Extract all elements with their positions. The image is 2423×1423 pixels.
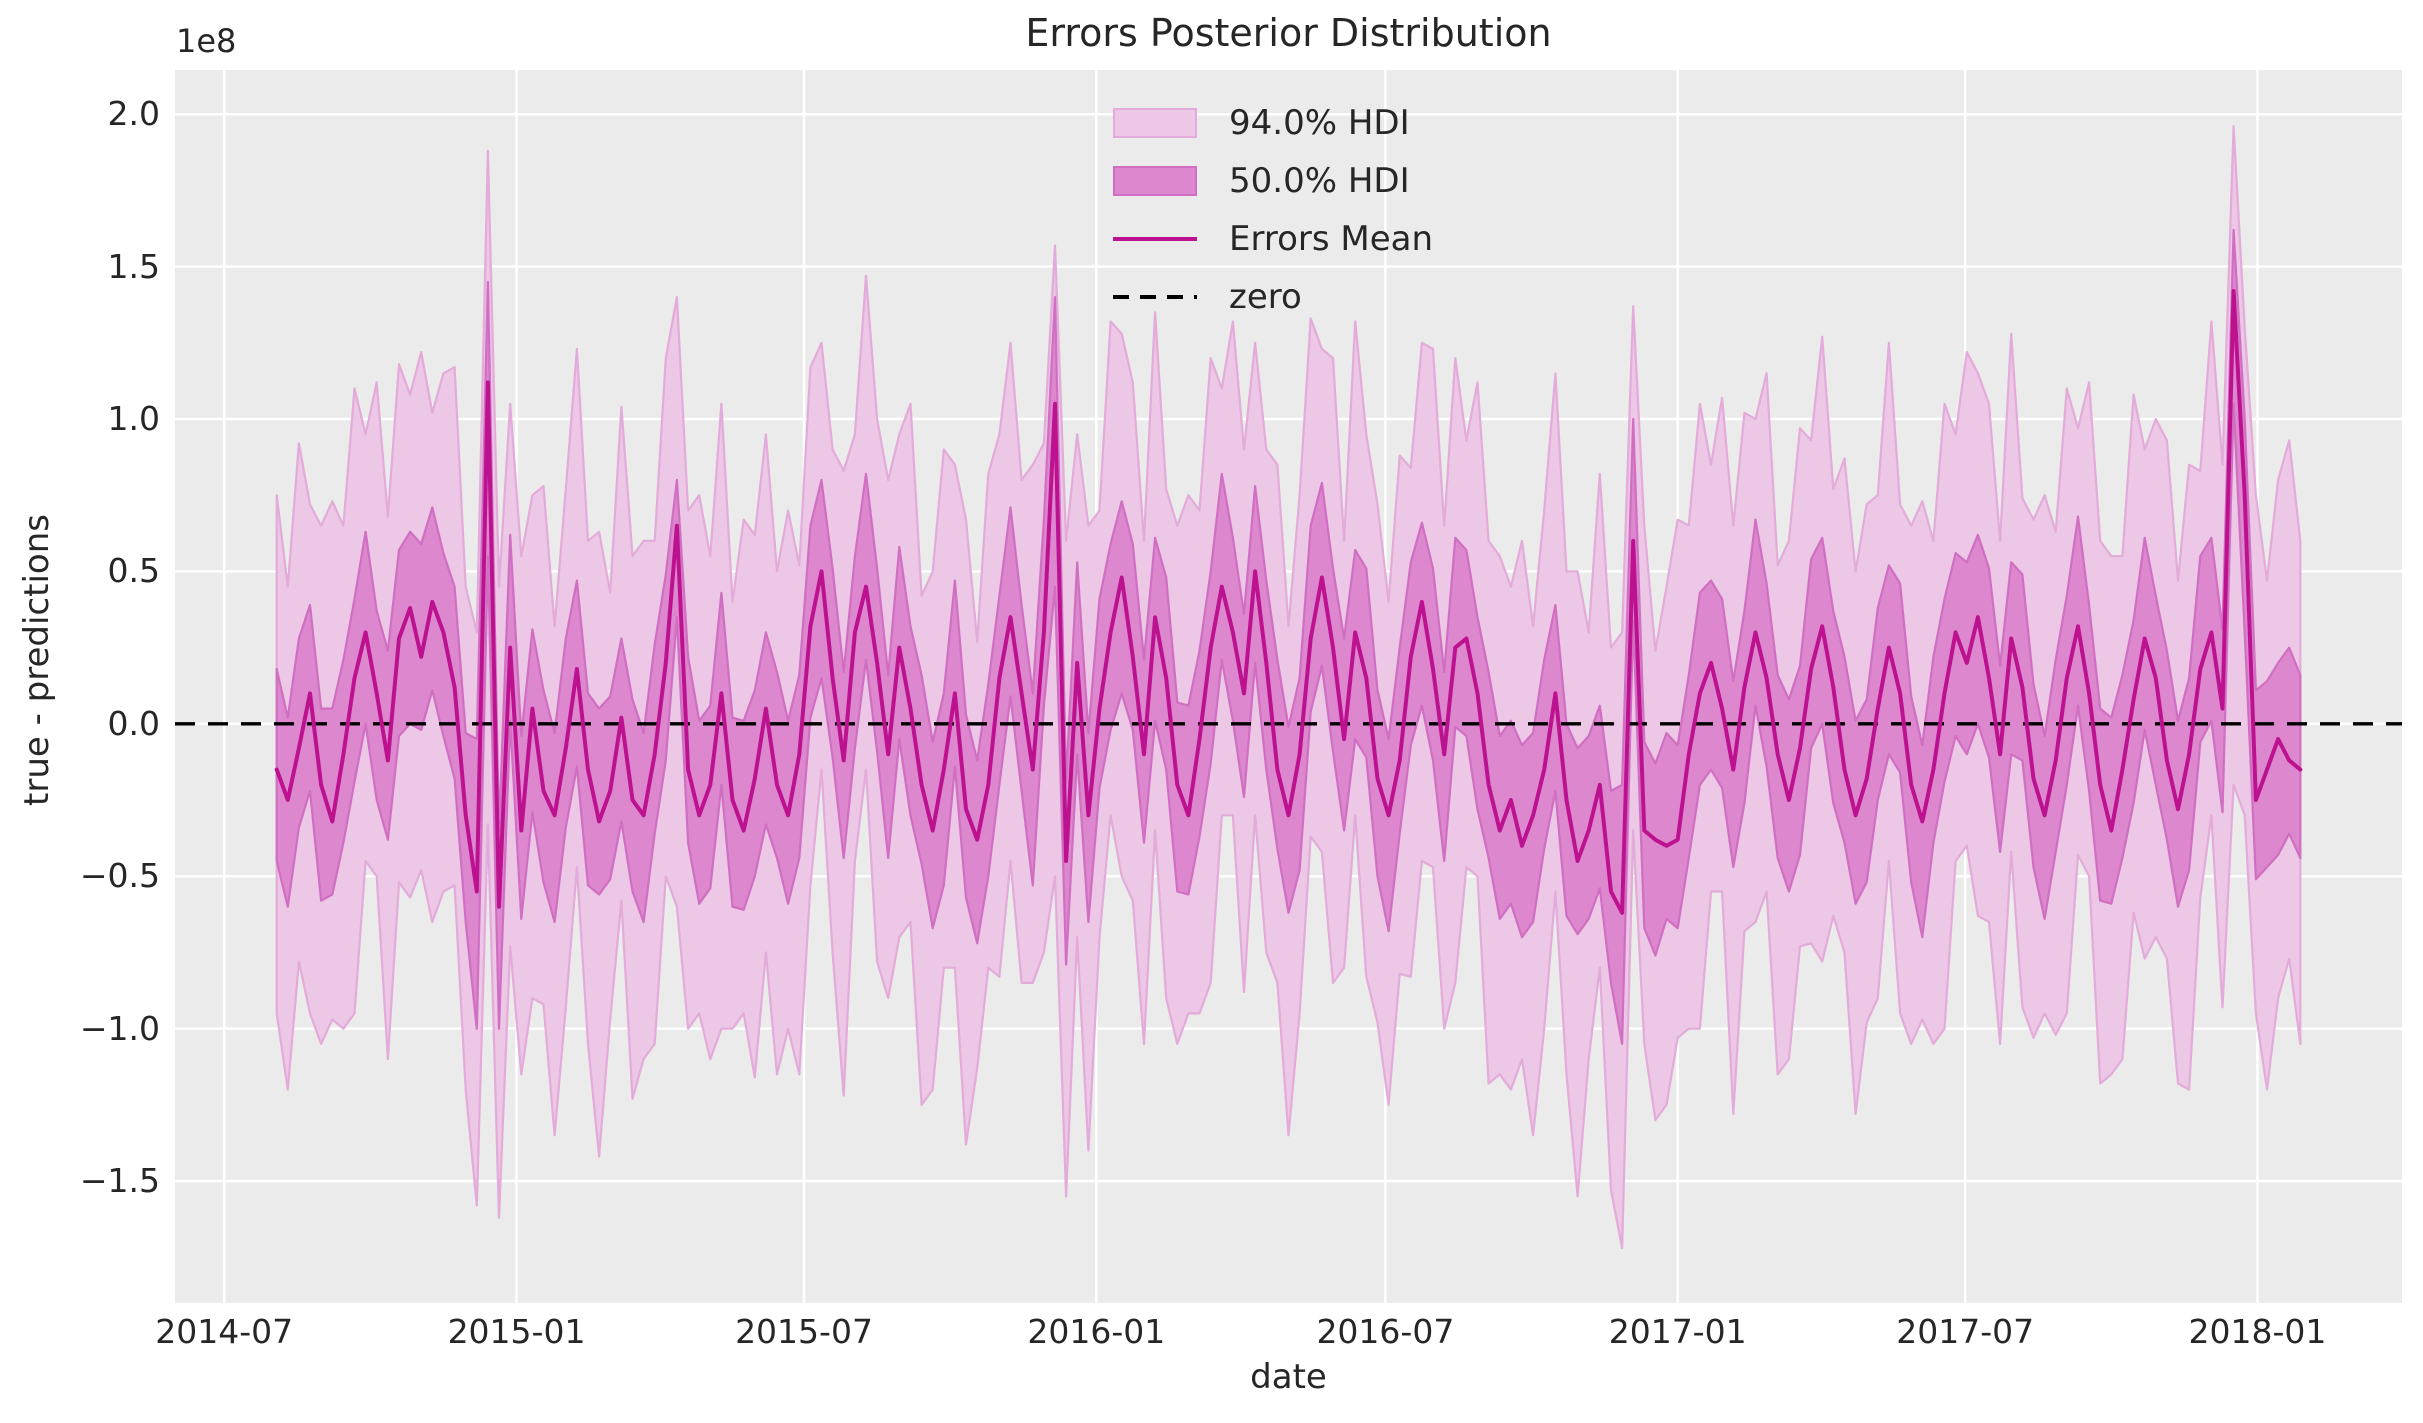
legend-label-errors-mean: Errors Mean	[1229, 219, 1434, 259]
legend-item-50-hdi: 50.0% HDI	[1113, 152, 1433, 210]
y-tick-label: −1.5	[79, 1161, 160, 1201]
y-tick-label: 0.0	[107, 703, 160, 743]
y-tick-label: 1.0	[107, 399, 160, 439]
y-tick-label: −1.0	[79, 1008, 160, 1048]
legend: 94.0% HDI 50.0% HDI Errors Mean zero	[1113, 94, 1433, 326]
zero-dashed-line-icon	[1113, 295, 1197, 299]
y-axis-offset-text: 1e8	[176, 22, 237, 60]
y-tick-label: −0.5	[79, 856, 160, 896]
x-tick-label: 2016-01	[1027, 1312, 1166, 1351]
errors-mean-line-icon	[1113, 237, 1197, 241]
hdi-50-swatch-icon	[1113, 166, 1197, 196]
y-tick-label: 1.5	[107, 246, 160, 286]
hdi-50-band	[275, 228, 2302, 1046]
chart-title: Errors Posterior Distribution	[1025, 11, 1552, 55]
x-tick-label: 2017-01	[1608, 1312, 1747, 1351]
legend-item-94-hdi: 94.0% HDI	[1113, 94, 1433, 152]
x-tick-label: 2016-07	[1316, 1312, 1455, 1351]
legend-label-94-hdi: 94.0% HDI	[1229, 103, 1410, 143]
errors-mean-line	[274, 289, 2303, 915]
x-tick-label: 2015-01	[447, 1312, 586, 1351]
x-tick-label: 2018-01	[2188, 1312, 2327, 1351]
legend-item-zero: zero	[1113, 268, 1433, 326]
x-tick-label: 2014-07	[155, 1312, 294, 1351]
legend-item-errors-mean: Errors Mean	[1113, 210, 1433, 268]
y-tick-label: 2.0	[107, 94, 160, 134]
x-tick-label: 2015-07	[735, 1312, 873, 1351]
hdi-94-band	[275, 125, 2302, 1250]
hdi-94-swatch-icon	[1113, 108, 1197, 138]
legend-label-zero: zero	[1229, 277, 1302, 317]
x-tick-label: 2017-07	[1896, 1312, 2035, 1351]
x-axis-label: date	[1250, 1357, 1327, 1397]
y-tick-label: 0.5	[107, 551, 160, 591]
legend-label-50-hdi: 50.0% HDI	[1229, 161, 1410, 201]
